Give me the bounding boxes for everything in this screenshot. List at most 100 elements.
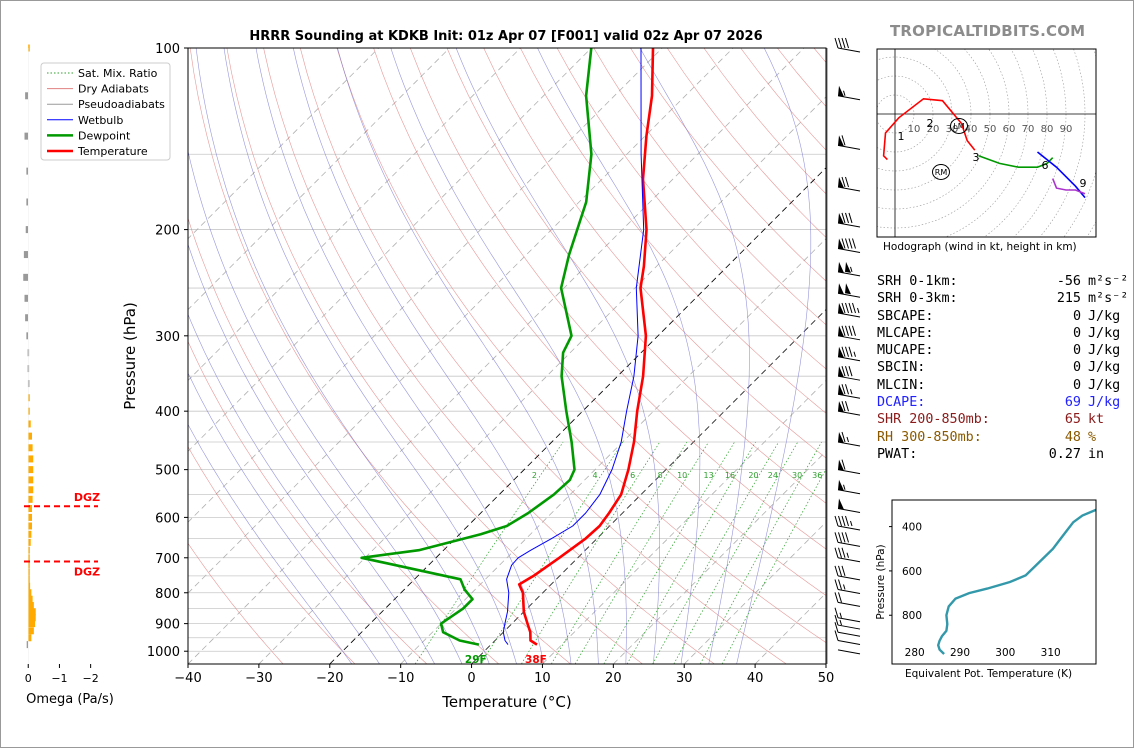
barb-half xyxy=(839,619,842,626)
omega-bar xyxy=(26,641,29,649)
omega-bar xyxy=(28,602,34,610)
omega-x-tick-label: 0 xyxy=(25,672,32,685)
index-label: SBCIN: xyxy=(877,360,926,376)
barb-flag xyxy=(845,532,849,543)
y-tick-label: 300 xyxy=(155,330,180,345)
barb-shaft xyxy=(837,292,861,298)
y-tick-label: 500 xyxy=(155,464,180,479)
wind-barb xyxy=(837,212,861,228)
wind-barb xyxy=(837,85,861,101)
omega-bar xyxy=(28,476,34,484)
omega-bar xyxy=(28,522,32,530)
profile-dewpoint xyxy=(360,48,593,646)
dry-adiabat xyxy=(188,217,499,664)
omega-bar xyxy=(28,432,32,440)
barb-flag xyxy=(834,515,839,527)
omega-bar xyxy=(28,627,34,635)
barb-flag xyxy=(841,37,846,49)
barb-flag xyxy=(845,176,849,188)
pseudoadiabat xyxy=(195,48,490,664)
hodograph-height-label: 6 xyxy=(1042,159,1049,172)
wind-barb xyxy=(837,479,861,495)
barb-flag xyxy=(852,325,856,336)
omega-bar xyxy=(28,394,30,402)
dry-adiabat xyxy=(373,48,826,596)
omega-bar xyxy=(24,132,29,140)
omega-bar xyxy=(28,554,30,562)
omega-bar xyxy=(28,420,31,428)
barb-shaft xyxy=(837,601,861,607)
barb-pennant xyxy=(838,325,844,337)
omega-bar xyxy=(28,568,30,576)
barb-flag xyxy=(838,547,842,558)
index-value: 69 xyxy=(1064,395,1081,411)
isotherm xyxy=(683,521,826,664)
barb-shaft xyxy=(837,575,861,581)
barb-flag xyxy=(845,515,849,527)
index-unit: J/kg xyxy=(1088,360,1121,376)
pseudoadiabat xyxy=(390,48,627,664)
omega-bar xyxy=(26,167,29,175)
barb-flag xyxy=(848,346,853,357)
index-unit: J/kg xyxy=(1088,395,1121,411)
indices-panel: SRH 0-1km: -56 m²s⁻² SRH 0-3km: 215 m²s⁻² SBCA… xyxy=(877,273,1128,463)
omega-bar xyxy=(28,538,31,546)
omega-plot: 0 −1 −2 Omega (Pa/s) DGZ DGZ xyxy=(23,44,114,707)
index-row: SRH 0-1km: -56 m²s⁻² xyxy=(877,273,1128,290)
pseudoadiabat xyxy=(537,48,701,664)
hodograph-ring-label: 50 xyxy=(984,124,997,135)
wind-barb xyxy=(837,459,861,475)
barb-pennant xyxy=(838,135,844,147)
wind-barbs xyxy=(826,37,861,664)
barb-half xyxy=(850,389,853,395)
theta-e-x-tick-label: 280 xyxy=(905,647,925,659)
index-row: SBCIN: 0 J/kg xyxy=(877,359,1128,376)
storm-motion-marker xyxy=(950,118,968,134)
hodograph-ring-label: 10 xyxy=(908,124,921,135)
dry-adiabat xyxy=(410,48,826,550)
y-tick-label: 100 xyxy=(155,42,180,57)
hodograph-trace xyxy=(978,155,1054,168)
omega-bar xyxy=(28,582,31,590)
hodograph-frame xyxy=(876,48,1097,238)
wind-barb xyxy=(834,630,861,646)
wind-barb xyxy=(837,649,861,655)
mixing-ratio-line xyxy=(652,441,779,664)
barb-flag xyxy=(845,384,849,395)
omega-bar xyxy=(23,273,29,281)
dry-adiabat xyxy=(483,48,826,459)
index-label: MLCAPE: xyxy=(877,325,934,341)
omega-bar xyxy=(23,251,29,259)
index-label: PWAT: xyxy=(877,446,918,462)
index-value: 215 xyxy=(1056,291,1081,307)
isotherm xyxy=(258,96,826,664)
omega-bar xyxy=(28,589,32,597)
index-value: 0 xyxy=(1072,325,1081,341)
hodograph-ring-label: 20 xyxy=(927,124,940,135)
isotherm xyxy=(188,48,450,311)
isotherm xyxy=(188,48,592,452)
barb-shaft xyxy=(837,489,861,495)
barb-shaft xyxy=(837,588,861,594)
index-unit: m²s⁻² xyxy=(1088,274,1129,289)
pseudoadiabat xyxy=(736,48,812,664)
wind-barb xyxy=(834,37,861,53)
wind-barb xyxy=(837,176,861,192)
barb-shaft xyxy=(837,541,861,547)
pseudoadiabat xyxy=(188,149,463,664)
isotherm-minus20 xyxy=(329,167,826,664)
index-label: MLCIN: xyxy=(877,377,926,393)
wind-barb xyxy=(834,607,861,623)
isotherm xyxy=(188,48,663,523)
barb-half xyxy=(857,307,860,314)
index-unit: kt xyxy=(1088,412,1105,428)
mixing-ratio-line xyxy=(721,468,826,664)
wind-barb xyxy=(837,238,861,254)
barb-flag xyxy=(845,212,849,224)
pseudoadiabat xyxy=(293,48,572,664)
pseudoadiabat xyxy=(455,48,660,664)
barb-half xyxy=(843,584,846,590)
omega-bar xyxy=(28,608,36,616)
barb-shaft xyxy=(837,624,861,630)
legend-label: Sat. Mix. Ratio xyxy=(78,67,158,80)
